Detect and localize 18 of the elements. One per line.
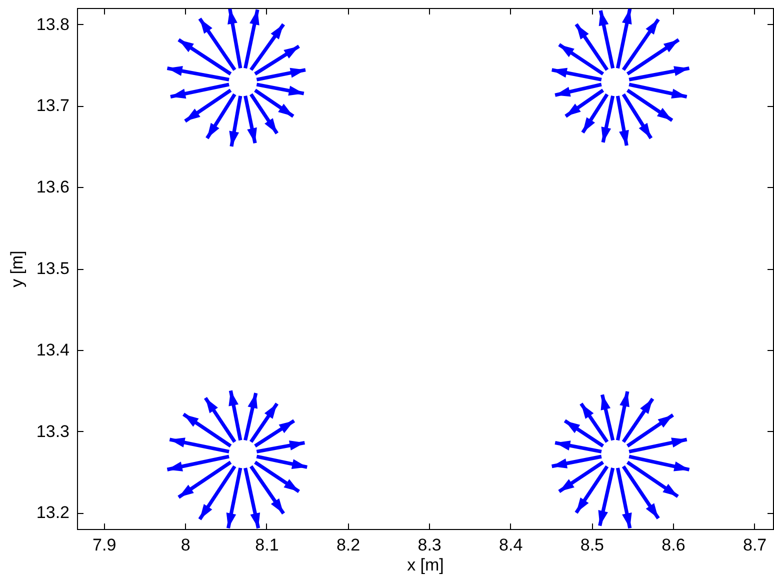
x-tick-label: 7.9 bbox=[92, 536, 116, 554]
y-tick-label: 13.7 bbox=[36, 96, 70, 116]
x-tick-label: 8 bbox=[180, 536, 190, 554]
x-tick-label: 8.2 bbox=[336, 536, 360, 554]
y-tick-label: 13.5 bbox=[36, 259, 70, 278]
y-tick-label: 13.4 bbox=[36, 340, 70, 360]
x-tick-label: 8.6 bbox=[662, 536, 686, 554]
x-tick-label: 8.7 bbox=[742, 536, 767, 554]
x-tick-label: 8.5 bbox=[580, 536, 604, 554]
x-axis-title: x [m] bbox=[407, 556, 444, 574]
y-tick-label: 13.3 bbox=[36, 422, 70, 441]
x-tick-label: 8.1 bbox=[255, 536, 279, 554]
x-tick-label: 8.4 bbox=[499, 536, 523, 554]
x-tick-label: 8.3 bbox=[418, 536, 442, 554]
y-axis-title: y [m] bbox=[7, 250, 26, 288]
y-tick-label: 13.2 bbox=[36, 503, 70, 522]
y-tick-label: 13.8 bbox=[36, 14, 70, 34]
y-tick-label: 13.6 bbox=[36, 178, 70, 197]
